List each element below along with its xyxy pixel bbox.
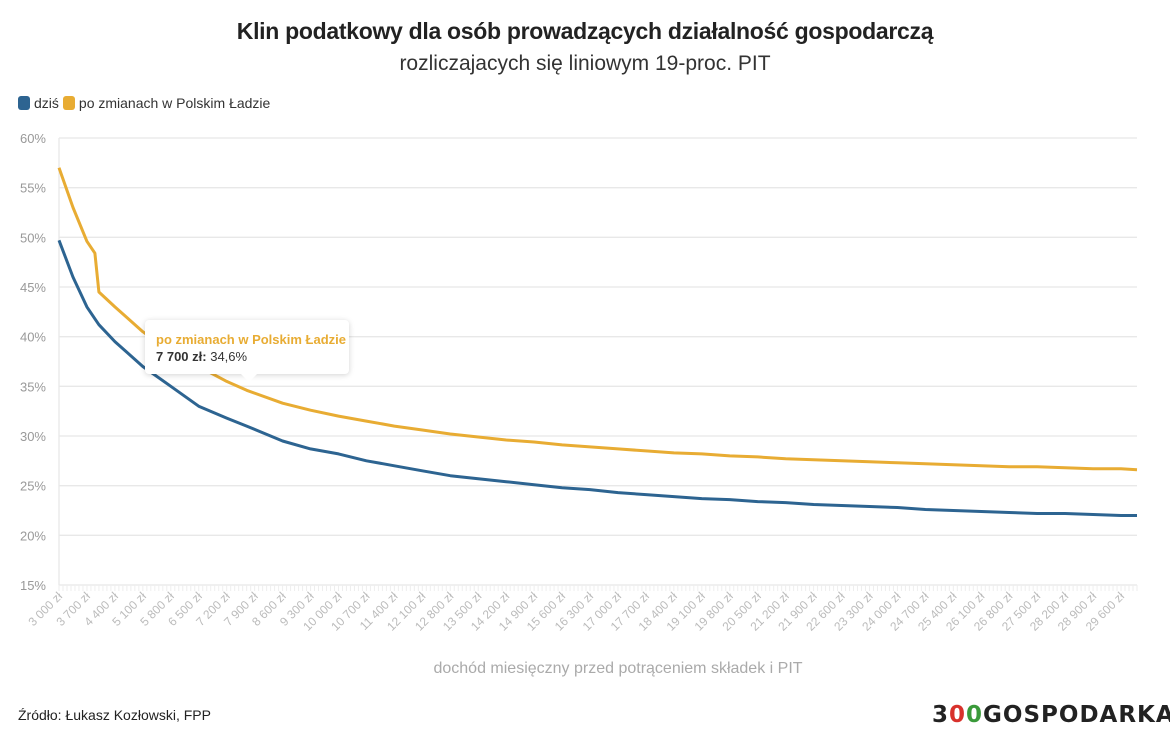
legend: dziś po zmianach w Polskim Ładzie [18,95,274,111]
y-tick-label: 50% [20,230,46,245]
legend-label-polski-lad: po zmianach w Polskim Ładzie [78,95,271,111]
legend-swatch-dzis [18,96,30,110]
x-axis-title: dochód miesięczny przed potrąceniem skła… [433,660,802,677]
y-tick-label: 25% [20,479,46,494]
logo: 300GOSPODARKA [932,702,1170,728]
legend-item-dzis[interactable]: dziś [18,95,59,111]
tooltip-series: po zmianach w Polskim Ładzie [156,332,346,347]
tooltip-value: 34,6% [210,349,248,364]
legend-item-polski-lad[interactable]: po zmianach w Polskim Ładzie [62,95,271,111]
series-line-1 [57,167,1138,472]
tooltip-label: 7 700 zł: [156,349,207,364]
y-tick-label: 45% [20,280,46,295]
chart-title: Klin podatkowy dla osób prowadzących dzi… [236,18,934,44]
tooltip: po zmianach w Polskim Ładzie 7 700 zł: 3… [145,320,349,382]
y-tick-label: 40% [20,330,46,345]
tooltip-value-line: 7 700 zł: 34,6% [156,349,247,364]
series-line-0 [57,239,1137,517]
legend-swatch-polski-lad [62,96,75,110]
chart-subtitle: rozliczajacych się liniowym 19-proc. PIT [399,52,771,75]
y-tick-label: 60% [20,131,46,146]
y-tick-label: 15% [20,578,46,593]
y-tick-label: 55% [20,181,46,196]
y-tick-label: 20% [20,528,46,543]
y-tick-label: 35% [20,379,46,394]
source-note: Źródło: Łukasz Kozłowski, FPP [18,707,211,723]
y-tick-label: 30% [20,429,46,444]
legend-label-dzis: dziś [34,95,59,111]
